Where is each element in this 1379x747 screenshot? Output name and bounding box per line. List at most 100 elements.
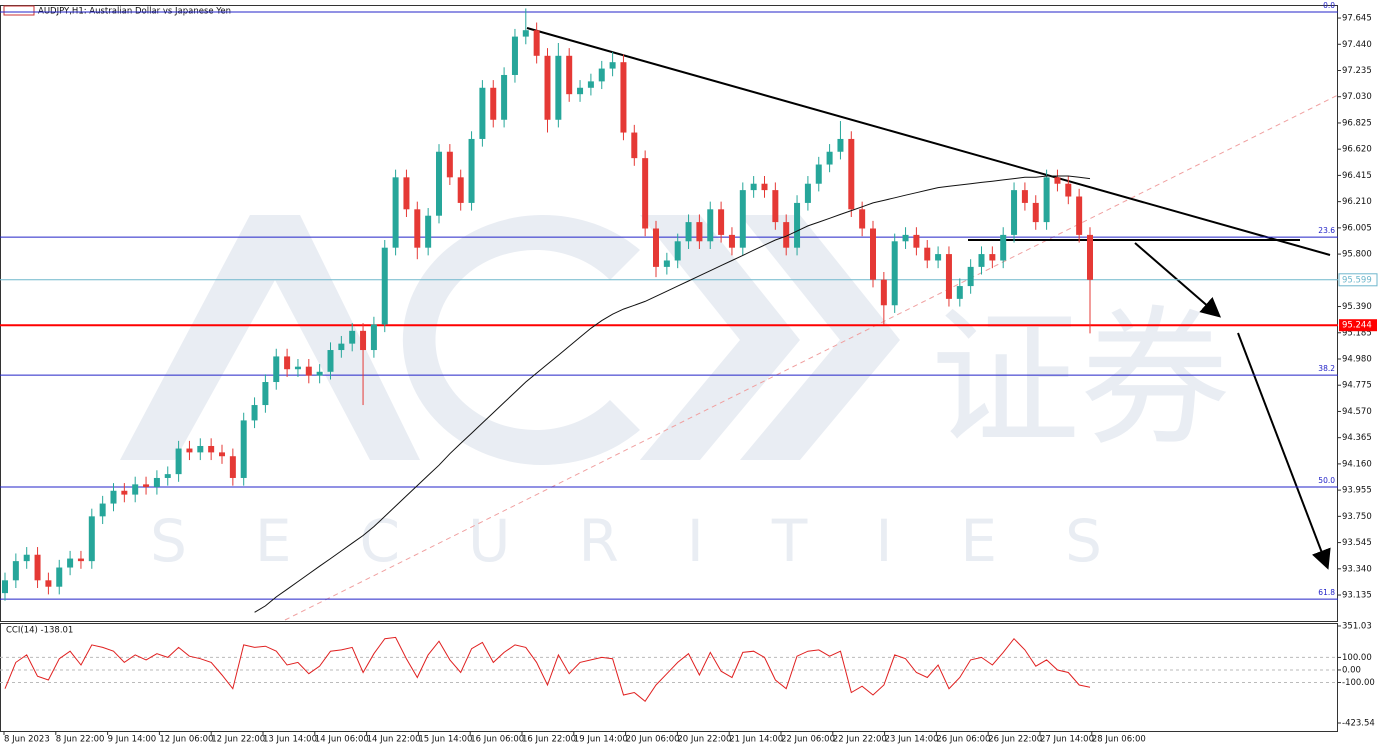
candle-body [533, 30, 540, 56]
y-tick-label: 97.440 [1342, 40, 1372, 50]
candle-body [555, 55, 562, 120]
y-tick-label: 95.390 [1342, 302, 1372, 312]
watermark-shape [402, 215, 640, 465]
y-tick-label: 97.030 [1342, 92, 1372, 102]
candle-body [794, 202, 801, 248]
candle-body [349, 330, 356, 344]
y-tick-label: 97.235 [1342, 66, 1372, 76]
candle-body [815, 164, 822, 184]
candle-body [685, 222, 692, 242]
candle-body [370, 324, 377, 351]
candle-body [902, 234, 909, 242]
y-tick-label: 100.00 [1342, 653, 1372, 663]
channel-line [284, 94, 1339, 621]
x-tick-label: 28 Jun 06:00 [1092, 735, 1146, 745]
candle-body [707, 209, 714, 242]
fib-label: 23.6 [1318, 226, 1335, 235]
x-tick-label: 20 Jun 06:00 [626, 735, 680, 745]
y-tick-label: 94.570 [1342, 407, 1372, 417]
candle-body [913, 234, 920, 248]
candle-body [750, 183, 757, 191]
y-tick-label: 93.135 [1342, 591, 1372, 601]
watermark-shape [740, 215, 900, 460]
x-tick-label: 23 Jun 14:00 [885, 735, 939, 745]
y-tick-label: 95.800 [1342, 250, 1372, 260]
y-tick-label: 93.545 [1342, 538, 1372, 548]
candle-body [989, 254, 996, 261]
candle-body [338, 343, 345, 351]
candle-body [392, 177, 399, 248]
x-tick-label: 8 Jun 2023 [4, 735, 50, 745]
candle-body [67, 558, 74, 568]
candle-body [1000, 234, 1007, 261]
y-tick-label: 96.210 [1342, 197, 1372, 207]
arrow [1237, 332, 1331, 570]
candle-body [403, 177, 410, 210]
y-tick-label: 96.620 [1342, 145, 1372, 155]
candle-body [294, 366, 301, 370]
x-tick-label: 13 Jun 14:00 [263, 735, 317, 745]
y-tick-label: 0.00 [1342, 665, 1361, 675]
y-tick-label: 96.825 [1342, 118, 1372, 128]
candle-body [360, 330, 367, 351]
candle-body [34, 554, 41, 581]
chart-title: AUDJPY,H1: Australian Dollar vs Japanese… [38, 7, 231, 17]
candle-body [425, 215, 432, 248]
candle-body [826, 151, 833, 165]
x-tick-label: 20 Jun 22:00 [677, 735, 731, 745]
candle-body [642, 158, 649, 229]
candle-body [956, 286, 963, 299]
candle-body [772, 190, 779, 223]
y-tick-label: 96.005 [1342, 223, 1372, 233]
y-tick-label: 94.365 [1342, 433, 1372, 443]
candle-body [305, 366, 312, 376]
candle-body [164, 474, 171, 478]
fib-label: 61.8 [1318, 588, 1335, 597]
candle-body [56, 567, 63, 587]
candle-body [316, 371, 323, 376]
x-tick-label: 14 Jun 06:00 [315, 735, 369, 745]
candle-body [566, 55, 573, 95]
candle-body [522, 30, 529, 37]
candle-body [967, 266, 974, 287]
candle-body [23, 554, 30, 562]
candle-body [479, 87, 486, 139]
candle-body [598, 68, 605, 82]
y-tick-label: 94.980 [1342, 354, 1372, 364]
y-tick-label: 351.03 [1342, 622, 1372, 632]
candle-body [1054, 177, 1061, 184]
candle-body [718, 209, 725, 235]
candle-body [77, 558, 84, 562]
fib-label: 0.0 [1323, 1, 1335, 10]
watermark-shape [640, 215, 800, 460]
cci-frame [0, 623, 1338, 732]
candle-body [935, 254, 942, 261]
x-tick-label: 21 Jun 14:00 [729, 735, 783, 745]
candle-body [631, 132, 638, 159]
candle-body [609, 62, 616, 69]
trend-line [526, 27, 1331, 256]
candle-body [273, 356, 280, 383]
x-tick-label: 12 Jun 06:00 [159, 735, 213, 745]
x-tick-label: 16 Jun 22:00 [522, 735, 576, 745]
candle-body [501, 74, 508, 120]
watermark-text: SECURITIES [150, 507, 1170, 575]
candle-body [1065, 183, 1072, 197]
moving-average [254, 175, 1091, 613]
candle-body [848, 138, 855, 210]
candle-body [327, 350, 334, 372]
candle-body [284, 356, 291, 370]
candle-body [978, 254, 985, 267]
candle-body [121, 490, 128, 495]
candle-body [804, 183, 811, 203]
candle-body [924, 247, 931, 261]
candle-body [728, 234, 735, 248]
x-tick-label: 15 Jun 14:00 [418, 735, 472, 745]
candle-body [436, 151, 442, 216]
candle-body [490, 87, 497, 120]
candle-body [197, 445, 204, 453]
candle-body [1087, 234, 1093, 280]
y-tick-label: 95.185 [1342, 328, 1372, 338]
